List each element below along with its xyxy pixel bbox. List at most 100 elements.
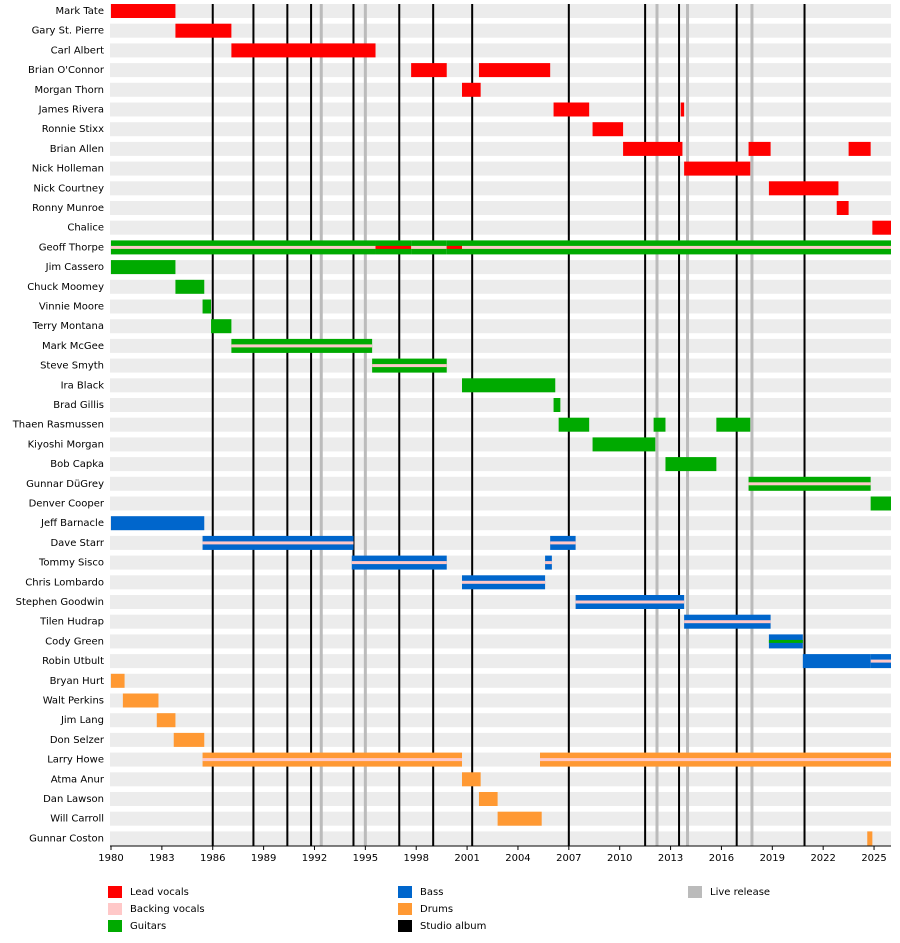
member-name: Vinnie Moore	[39, 302, 104, 313]
member-bars	[111, 4, 891, 846]
row-band	[110, 181, 891, 196]
x-tick-label: 1998	[403, 853, 428, 864]
row-band	[110, 161, 891, 176]
x-tick-label: 1983	[149, 853, 174, 864]
member-name: Nick Holleman	[32, 164, 104, 175]
row-band	[110, 437, 891, 452]
row-band	[110, 654, 891, 669]
legend-swatch	[398, 886, 412, 898]
secondary-role-stripe	[351, 561, 447, 565]
member-name: Walt Perkins	[43, 696, 104, 707]
member-name: Gary St. Pierre	[32, 26, 104, 37]
x-tick-label: 2004	[505, 853, 530, 864]
member-name: Brad Gillis	[53, 400, 104, 411]
member-bar	[867, 831, 873, 846]
legend-label: Studio album	[420, 921, 486, 932]
member-bar	[592, 122, 624, 137]
row-band	[110, 299, 891, 314]
member-bar	[175, 279, 205, 294]
member-bar	[156, 713, 176, 728]
member-name: Ronny Munroe	[32, 203, 104, 214]
member-name: Bryan Hurt	[50, 676, 105, 687]
row-band	[110, 595, 891, 609]
member-name: Terry Montana	[32, 321, 104, 332]
secondary-role-stripe	[462, 580, 546, 584]
row-band	[110, 792, 891, 806]
row-band	[110, 260, 891, 275]
member-name: Geoff Thorpe	[39, 242, 104, 253]
row-band	[110, 122, 891, 137]
member-bar	[623, 141, 683, 156]
secondary-role-stripe	[870, 659, 891, 663]
row-band	[110, 23, 891, 38]
row-band	[110, 43, 891, 58]
x-tick-label: 2019	[760, 853, 785, 864]
member-bar	[211, 319, 232, 334]
x-tick-label: 2007	[556, 853, 581, 864]
x-tick-label: 1995	[353, 853, 378, 864]
member-name: Ira Black	[61, 380, 105, 391]
row-band	[110, 772, 891, 787]
member-bar	[175, 23, 232, 38]
member-bar	[748, 141, 771, 156]
member-name: Dave Starr	[50, 538, 104, 549]
member-name: Chuck Moomey	[27, 282, 104, 293]
secondary-role-stripe	[231, 344, 373, 348]
row-band	[110, 82, 891, 97]
member-name: Dan Lawson	[43, 794, 104, 805]
secondary-role-stripe	[575, 600, 685, 604]
member-bar	[653, 417, 666, 432]
legend-label: Backing vocals	[130, 904, 205, 915]
row-band	[110, 516, 891, 531]
member-name: Cody Green	[45, 636, 104, 647]
member-name: Jeff Barnacle	[40, 518, 104, 529]
member-name: Thaen Rasmussen	[12, 420, 104, 431]
x-tick-label: 1980	[98, 853, 123, 864]
member-bar	[111, 4, 176, 18]
member-bar	[553, 102, 590, 117]
row-band	[110, 693, 891, 708]
member-bar	[231, 43, 376, 58]
row-band	[110, 338, 891, 353]
secondary-role-stripe	[411, 245, 447, 249]
member-name: Steve Smyth	[40, 361, 104, 372]
member-name: Gunnar Coston	[29, 833, 104, 844]
x-tick-label: 1989	[251, 853, 276, 864]
row-band	[110, 457, 891, 472]
member-bar	[802, 654, 871, 669]
secondary-role-stripe	[372, 364, 447, 368]
legend-swatch	[398, 903, 412, 915]
member-bar	[111, 260, 176, 275]
legend-swatch	[108, 886, 122, 898]
member-bar	[872, 220, 891, 235]
member-bar	[411, 63, 447, 78]
secondary-role-stripe	[748, 482, 871, 486]
row-band	[110, 220, 891, 235]
member-bar	[122, 693, 159, 708]
x-tick-label: 2016	[709, 853, 734, 864]
member-bar	[478, 63, 551, 78]
legend-label: Lead vocals	[130, 887, 189, 898]
legend-label: Guitars	[130, 921, 166, 932]
member-name: Jim Cassero	[45, 262, 104, 273]
row-band	[110, 673, 891, 688]
row-band	[110, 279, 891, 294]
secondary-role-stripe	[202, 541, 354, 545]
secondary-role-stripe	[462, 245, 891, 249]
row-band	[110, 102, 891, 117]
member-name: Chalice	[67, 223, 104, 234]
x-tick-label: 1986	[200, 853, 225, 864]
member-bar	[870, 496, 891, 511]
row-band	[110, 831, 891, 846]
member-bar	[665, 457, 717, 472]
row-band	[110, 417, 891, 432]
secondary-role-stripe	[550, 541, 576, 545]
member-name: Jim Lang	[60, 715, 104, 726]
secondary-role-stripe	[202, 758, 462, 762]
secondary-role-stripe	[446, 245, 462, 249]
secondary-role-stripe	[684, 620, 771, 624]
x-tick-label: 1992	[302, 853, 327, 864]
row-band	[110, 398, 891, 412]
member-name: Carl Albert	[51, 45, 104, 56]
